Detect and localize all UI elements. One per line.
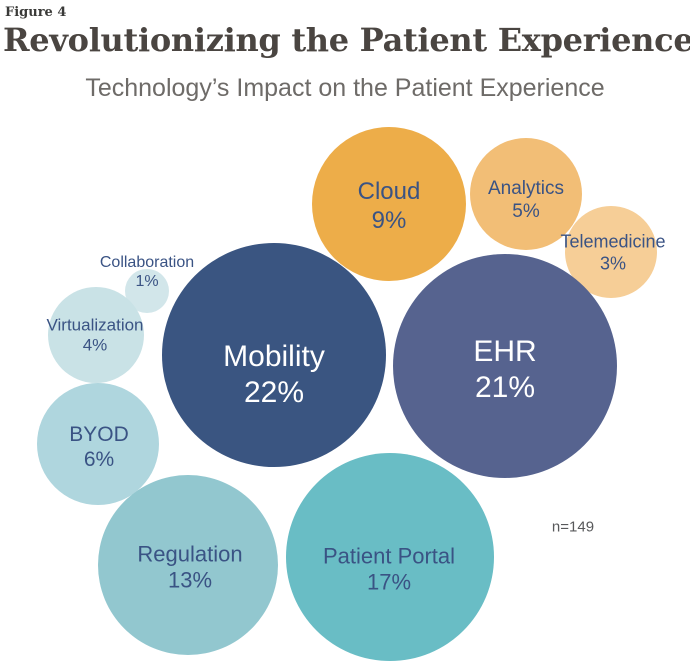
bubble-mobility <box>162 243 386 467</box>
bubble-percentage: 5% <box>512 201 540 222</box>
bubble-category-name: Telemedicine <box>560 231 666 252</box>
bubble-label-mobility: Mobility 22% <box>223 339 325 411</box>
bubble-category-name: Analytics <box>487 178 565 200</box>
bubble-percentage: 1% <box>135 273 159 290</box>
bubble-percentage: 21% <box>474 371 536 404</box>
bubble-category-name: Mobility <box>223 340 325 373</box>
bubble-percentage: 4% <box>82 336 108 355</box>
bubble-patient-portal <box>286 453 494 661</box>
bubble-category-name: Cloud <box>357 178 421 206</box>
bubble-label-analytics: Analytics 5% <box>488 178 564 224</box>
bubble-label-byod: BYOD 6% <box>69 422 129 472</box>
bubble-label-patient-portal: Patient Portal 17% <box>323 544 455 597</box>
bubble-byod <box>37 383 159 505</box>
bubble-percentage: 6% <box>83 448 115 471</box>
bubble-percentage: 13% <box>167 568 213 593</box>
bubble-label-virtualization: Virtualization 4% <box>46 316 143 357</box>
bubble-percentage: 9% <box>371 207 407 234</box>
bubble-percentage: 3% <box>599 253 626 273</box>
bubble-virtualization <box>48 287 144 383</box>
chart-subtitle: Technology’s Impact on the Patient Exper… <box>85 74 605 102</box>
sample-size-note: n=149 <box>551 518 595 536</box>
bubble-analytics <box>470 138 582 250</box>
bubble-percentage: 17% <box>366 570 412 595</box>
bubble-percentage: 22% <box>243 376 305 409</box>
bubble-label-telemedicine: Telemedicine 3% <box>560 231 665 274</box>
bubble-label-ehr: EHR 21% <box>473 334 536 406</box>
bubble-ehr <box>393 254 617 478</box>
bubble-category-name: Patient Portal <box>322 543 456 569</box>
bubble-category-name: Virtualization <box>46 315 144 335</box>
figure-label: Figure 4 <box>5 5 67 20</box>
bubble-regulation <box>98 475 278 655</box>
page-title: Revolutionizing the Patient Experience <box>3 21 690 59</box>
bubble-category-name: BYOD <box>69 422 129 446</box>
bubble-label-collaboration: Collaboration 1% <box>100 253 194 291</box>
bubble-cloud <box>312 127 466 281</box>
bubble-category-name: EHR <box>473 335 537 368</box>
bubble-category-name: Collaboration <box>99 253 195 271</box>
bubble-category-name: Regulation <box>137 541 243 567</box>
bubble-label-regulation: Regulation 13% <box>137 542 242 595</box>
bubble-label-cloud: Cloud 9% <box>358 178 421 236</box>
